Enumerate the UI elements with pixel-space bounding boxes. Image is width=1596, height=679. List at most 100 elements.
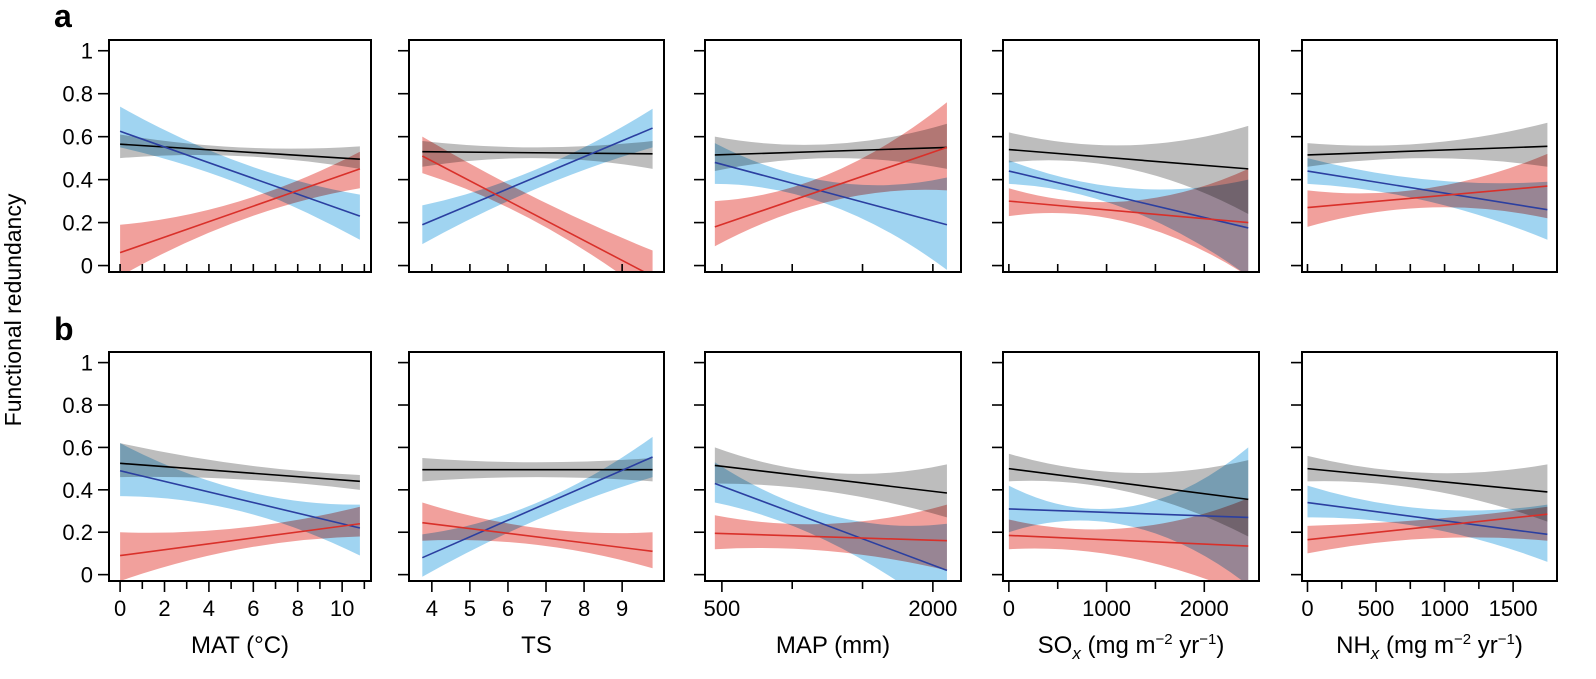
panel-b-5-red-ci-band — [1307, 506, 1548, 554]
panel-a-1-plot-area — [119, 106, 361, 272]
panel-b-5-plot-area — [1307, 455, 1548, 562]
panel-a-2-red-ci-band — [422, 136, 653, 272]
panel-a-4-black-fit-line — [1008, 148, 1249, 170]
panel-b-1-frame — [108, 351, 372, 582]
panel-a-1-black-fit-line — [120, 143, 360, 161]
panel-b-2-xtick-label: 6 — [502, 596, 514, 621]
panel-b-1-blue-fit-line — [119, 469, 361, 529]
panel-b-1-red-ci-band — [120, 506, 360, 581]
panel-a-2-blue-fit-line — [422, 127, 653, 226]
panel-b-2-xtick-label: 4 — [426, 596, 438, 621]
panel-b-4-plot-area — [1008, 447, 1249, 581]
panel-b-4-red-fit-line — [1008, 534, 1249, 547]
panel-a-4-blue-ci-band — [1008, 160, 1249, 272]
panel-b-3-frame — [704, 351, 962, 582]
panel-b-5-blue-fit-line — [1307, 501, 1548, 536]
panel-b-5: 0 500 1000 1500 — [1291, 351, 1558, 621]
panel-b-4-black-ci-band — [1008, 453, 1249, 537]
panel-b-1-xtick-label: 4 — [203, 596, 215, 621]
panel-b-1-ytick-label: 0.8 — [62, 393, 93, 418]
panel-b-1-xtick-label: 2 — [158, 596, 170, 621]
panel-a-4-frame — [1002, 39, 1260, 273]
panel-a-5-black-fit-line — [1307, 145, 1548, 156]
panel-b-3-xtick-label: 500 — [704, 596, 741, 621]
panel-a-5-black-ci-band — [1307, 122, 1548, 167]
panel-a-3-black-fit-line — [714, 146, 947, 156]
panel-a-1-red-fit-line — [119, 168, 361, 254]
panel-b-3-black-fit-line — [714, 464, 948, 494]
panel-a-1-ytick-label: 0 — [81, 254, 93, 279]
panel-b-3-plot-area — [714, 447, 948, 581]
panel-a-4-red-ci-band — [1008, 168, 1249, 272]
panel-a-1-ytick-label: 0.4 — [62, 168, 93, 193]
panel-b-2-plot-area — [422, 436, 653, 577]
panel-b-5-red-fit-line — [1307, 513, 1548, 541]
panel-a-1: 0 0.2 0.4 0.6 0.8 1 — [62, 39, 372, 279]
xlabel-2: TS — [521, 632, 552, 659]
panel-b-1-ytick-label: 0.2 — [62, 520, 93, 545]
panel-b-4-blue-ci-band — [1008, 447, 1249, 581]
panel-a-1-ytick-label: 0.8 — [62, 82, 93, 107]
panel-b-4-black-fit-line — [1008, 467, 1249, 501]
xlabel-1: MAT (°C) — [191, 632, 289, 659]
panel-b-2-xtick-label: 8 — [578, 596, 590, 621]
panel-a-5-frame — [1301, 39, 1558, 273]
panel-b-1-ytick-label: 0.6 — [62, 435, 93, 460]
panel-b-1-xtick-label: 8 — [292, 596, 304, 621]
panel-a-5-red-fit-line — [1307, 185, 1548, 209]
panel-a-3-blue-ci-band — [714, 143, 947, 270]
y-axis-label: Functional redundancy — [0, 193, 26, 426]
panel-b-3: 500 2000 — [694, 351, 962, 621]
panel-b-1-plot-area — [119, 443, 361, 581]
panel-a-2-plot-area — [421, 108, 653, 272]
panel-a-3-frame — [704, 39, 962, 273]
panel-b-2-red-fit-line — [422, 521, 653, 553]
panel-a-5-blue-fit-line — [1307, 170, 1548, 211]
panel-b-1-ytick-label: 0.4 — [62, 478, 93, 503]
panel-b-4: 0 1000 2000 — [992, 351, 1260, 621]
panel-b-3-blue-fit-line — [714, 482, 948, 572]
panel-a-1-ytick-label: 0.2 — [62, 211, 93, 236]
panel-a-4-plot-area — [1008, 125, 1249, 272]
panel-b-1-xtick-label: 0 — [114, 596, 126, 621]
panel-b-1-ytick-label: 1 — [81, 351, 93, 376]
row-letter-a: a — [54, 0, 72, 34]
panel-a-2-black-fit-line — [422, 150, 653, 155]
panel-b-5-xtick-label: 0 — [1301, 596, 1313, 621]
panel-a-1-ytick-label: 0.6 — [62, 125, 93, 150]
panel-b-2-xtick-label: 5 — [464, 596, 476, 621]
panel-a-3 — [694, 39, 962, 273]
panel-b-1-red-fit-line — [119, 522, 361, 557]
panel-a-2 — [398, 39, 665, 273]
x-axis-labels: MAT (°C) TS MAP (mm) SOx (mg m−2 yr−1) NHx (… — [191, 631, 1523, 663]
panel-a-5 — [1291, 39, 1558, 273]
panel-a-4 — [992, 39, 1260, 273]
panel-b-1-xtick-label: 6 — [247, 596, 259, 621]
panel-a-1-ytick-label: 1 — [81, 39, 93, 64]
panel-b-5-xtick-label: 1000 — [1420, 596, 1469, 621]
panel-a-2-red-fit-line — [421, 155, 647, 272]
panel-b-4-frame — [1002, 351, 1260, 582]
xlabel-4: SOx (mg m−2 yr−1) — [1038, 631, 1225, 663]
panel-a-1-blue-fit-line — [119, 130, 361, 217]
panel-b-2-frame — [408, 351, 665, 582]
panel-b-5-frame — [1301, 351, 1558, 582]
panel-b-3-xtick-label: 2000 — [908, 596, 957, 621]
panel-b-1-xtick-label: 10 — [330, 596, 354, 621]
panel-b-5-xtick-label: 500 — [1358, 596, 1395, 621]
panel-a-3-blue-fit-line — [714, 161, 948, 226]
panel-b-2-xtick-label: 7 — [540, 596, 552, 621]
panel-a-2-frame — [408, 39, 665, 273]
panel-b-2-blue-fit-line — [422, 456, 653, 559]
panel-a-5-plot-area — [1307, 122, 1548, 240]
panel-b-3-black-ci-band — [714, 447, 947, 518]
panel-b-4-xtick-label: 0 — [1003, 596, 1015, 621]
panel-b-4-red-ci-band — [1008, 498, 1249, 581]
panel-b-1: 00.20.40.60.810 2 4 6 8 10 — [62, 351, 372, 621]
panel-a-3-red-ci-band — [714, 102, 947, 247]
panel-b-4-xtick-label: 1000 — [1082, 596, 1131, 621]
panel-b-4-blue-fit-line — [1008, 508, 1249, 519]
panel-a-4-black-ci-band — [1008, 125, 1249, 214]
panel-b-1-black-fit-line — [120, 462, 360, 483]
